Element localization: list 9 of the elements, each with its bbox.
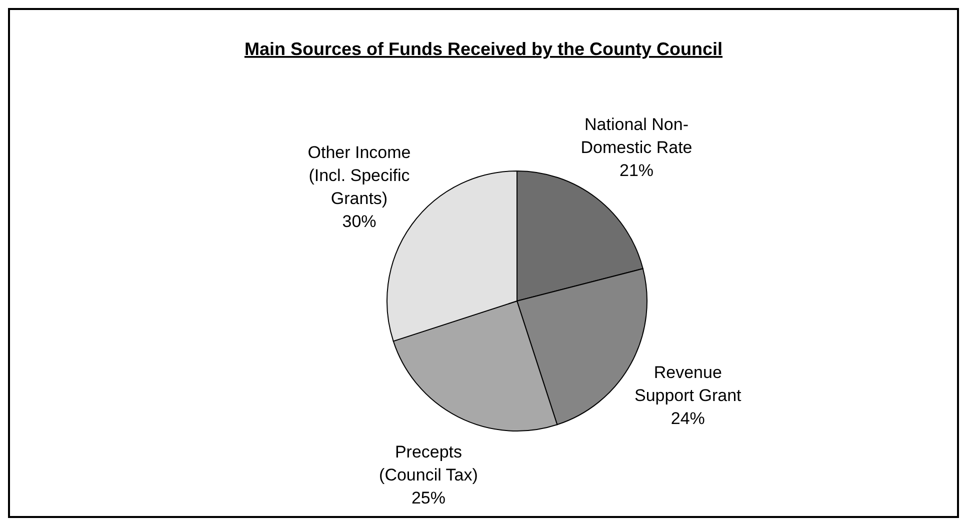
slice-label: Revenue Support Grant [634, 362, 742, 405]
slice-label: Precepts (Council Tax) [379, 442, 478, 485]
data-label: 30% [342, 212, 376, 231]
data-label: 25% [411, 488, 446, 508]
chart-title: Main Sources of Funds Received by the County Council [244, 39, 723, 59]
slice-label: Other Income (Incl. Specific Grants) [308, 142, 411, 208]
data-label: 21% [620, 160, 654, 180]
data-label: 24% [670, 408, 705, 428]
slice-label: National Non- Domestic Rate [580, 114, 692, 157]
